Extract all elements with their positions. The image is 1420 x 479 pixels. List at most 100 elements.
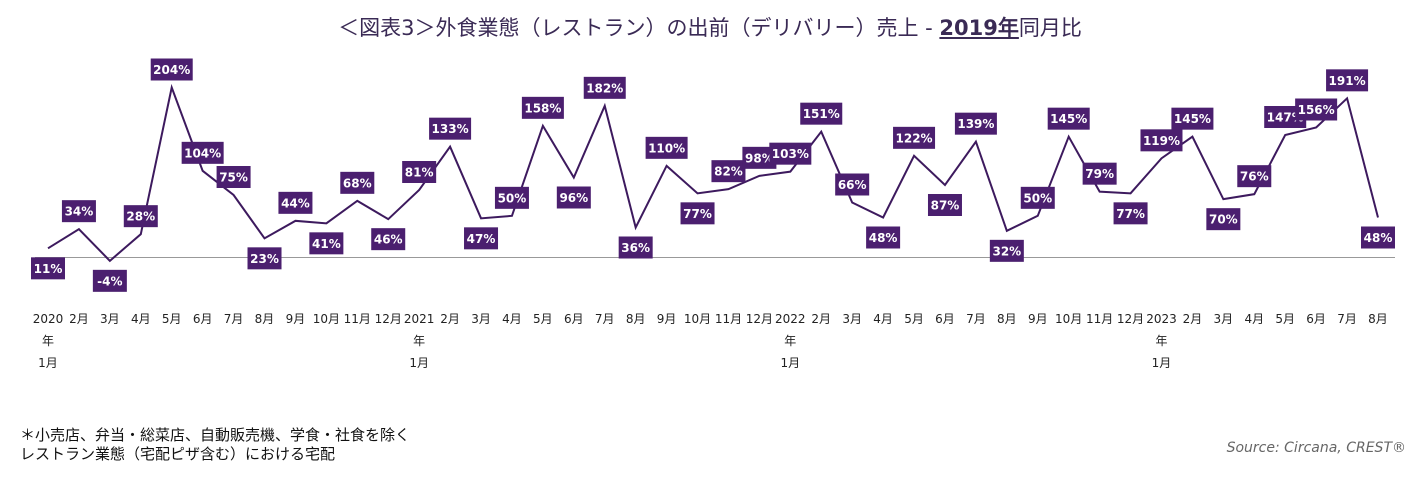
value-label-bg — [402, 161, 437, 183]
value-label: 81% — [405, 166, 434, 180]
value-label-bg — [1082, 162, 1117, 185]
x-tick-label: 8月 — [254, 312, 275, 326]
value-label-bg — [1047, 107, 1090, 130]
value-label-bg — [1326, 69, 1369, 92]
value-label: 110% — [648, 141, 685, 155]
x-tick-label: 8月 — [625, 312, 646, 326]
line — [47, 83, 1379, 263]
value-label: 191% — [1329, 74, 1366, 88]
x-tick-label: 12月 — [1116, 312, 1145, 326]
value-label-bg — [1295, 98, 1338, 121]
x-tick-label: 3月 — [471, 312, 491, 326]
value-label: 104% — [184, 146, 221, 160]
value-label-bg — [1206, 208, 1241, 231]
value-label: 145% — [1050, 112, 1087, 126]
value-label-bg — [309, 232, 344, 255]
value-label-bg — [1237, 165, 1272, 188]
value-label-bg — [680, 202, 715, 225]
value-label: 11% — [34, 262, 63, 276]
x-tick-label: 7月 — [966, 312, 986, 326]
value-label: 50% — [498, 191, 527, 205]
value-label: 41% — [312, 237, 341, 251]
x-tick-label: 2月 — [811, 312, 832, 326]
x-tick-label: 9月 — [656, 312, 677, 326]
value-label-bg — [893, 126, 936, 149]
value-label: 66% — [838, 178, 867, 192]
x-tick-label: 6月 — [1306, 312, 1326, 326]
x-tick-label: 3月 — [100, 312, 120, 326]
value-label: 151% — [803, 107, 840, 121]
x-tick-label: 12月 — [745, 312, 774, 326]
value-label: 147% — [1267, 111, 1304, 125]
x-tick-label: 4月 — [502, 312, 522, 326]
value-label-bg — [371, 228, 406, 251]
value-label: 77% — [1116, 207, 1145, 221]
x-tick-label: 4月 — [1244, 312, 1265, 326]
value-label-bg — [464, 227, 499, 250]
x-tick-label: 5月 — [1275, 312, 1296, 326]
x-tick-label: 10月 — [683, 312, 712, 326]
value-label-bg — [150, 58, 193, 81]
x-tick-label: 2月 — [1182, 312, 1203, 326]
title-part: 同月比 — [1018, 16, 1082, 40]
value-label: 77% — [683, 207, 712, 221]
value-label-bg — [1361, 226, 1395, 249]
value-label: 46% — [374, 233, 403, 247]
value-label: 145% — [1174, 112, 1211, 126]
value-label: 32% — [992, 244, 1021, 258]
value-label: 79% — [1085, 167, 1114, 181]
x-tick-label: 2020 年 1月 — [32, 312, 64, 370]
x-tick-label: 8月 — [1368, 312, 1388, 326]
value-label: 103% — [772, 147, 809, 161]
x-tick-label: 6月 — [192, 312, 213, 326]
value-label: 98% — [745, 151, 774, 165]
value-label: 133% — [432, 122, 469, 136]
value-label-bg — [1020, 186, 1055, 209]
value-label: 87% — [931, 199, 960, 213]
value-label-bg — [800, 102, 843, 125]
x-tick-label: 7月 — [223, 312, 244, 326]
value-label: 70% — [1209, 213, 1238, 227]
x-tick-label: 3月 — [1213, 312, 1234, 326]
value-label-bg — [866, 226, 901, 249]
value-label-bg — [61, 200, 96, 223]
value-label-bg — [742, 146, 777, 169]
x-tick-label: 8月 — [997, 312, 1017, 326]
x-tick-label: 12月 — [374, 312, 402, 326]
value-label-bg — [247, 247, 282, 270]
value-label-bg — [645, 136, 688, 159]
chart-title: ＜図表3＞外食業態（レストラン）の出前（デリバリー）売上 - 2019年同月比 — [0, 12, 1420, 42]
x-tick-label: 10月 — [312, 312, 340, 326]
x-tick-label: 3月 — [842, 312, 862, 326]
x-tick-label: 2月 — [440, 312, 460, 326]
x-tick-label: 7月 — [1337, 312, 1357, 326]
value-label-bg — [769, 142, 812, 165]
value-label: 44% — [281, 196, 310, 210]
x-tick-label: 11月 — [714, 312, 743, 326]
value-label: -4% — [97, 274, 122, 288]
value-label: 68% — [343, 176, 372, 190]
x-tick-label: 6月 — [935, 312, 955, 326]
value-label: 119% — [1143, 134, 1180, 148]
value-label-bg — [31, 257, 65, 280]
value-label-bg — [1140, 129, 1183, 152]
value-label: 156% — [1298, 103, 1335, 117]
value-label-bg — [954, 112, 997, 135]
value-label: 34% — [65, 205, 94, 219]
value-label: 122% — [896, 131, 933, 145]
value-label: 182% — [586, 81, 623, 95]
value-label-bg — [1171, 107, 1214, 130]
value-label: 36% — [621, 241, 650, 255]
source: Source: Circana, CREST® — [1226, 440, 1406, 456]
x-tick-label: 5月 — [533, 312, 553, 326]
value-label-bg — [711, 160, 746, 183]
x-tick-label: 2022 年 1月 — [775, 312, 806, 370]
value-label-bg — [556, 186, 591, 209]
x-tick-label: 2021 年 1月 — [403, 312, 435, 370]
value-label-bg — [429, 117, 472, 140]
value-label: 96% — [559, 191, 588, 205]
x-tick-label: 2023 年 1月 — [1146, 312, 1177, 370]
title-emphasis: 2019年 — [939, 16, 1019, 40]
